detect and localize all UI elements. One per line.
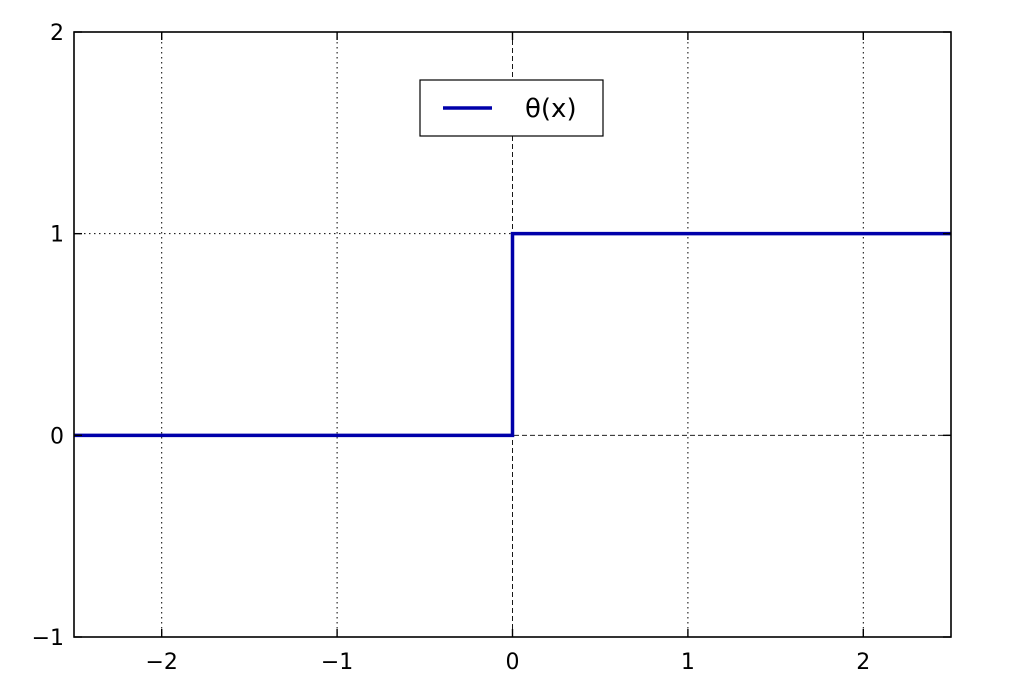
legend-label: θ(x)	[525, 94, 577, 124]
y-tick-label: 1	[50, 223, 64, 248]
y-tick-label: 0	[50, 424, 64, 449]
x-tick-label: −1	[321, 650, 353, 675]
y-tick-labels: −1 0 1 2	[32, 21, 64, 651]
x-tick-label: −2	[145, 650, 177, 675]
y-tick-label: −1	[32, 626, 64, 651]
y-tick-label: 2	[50, 21, 64, 46]
x-tick-labels: −2 −1 0 1 2	[145, 650, 870, 675]
x-tick-label: 1	[681, 650, 695, 675]
series-line-theta	[74, 234, 951, 436]
legend: θ(x)	[420, 80, 603, 136]
series-layer	[74, 234, 951, 436]
x-tick-label: 2	[856, 650, 870, 675]
x-tick-label: 0	[506, 650, 520, 675]
